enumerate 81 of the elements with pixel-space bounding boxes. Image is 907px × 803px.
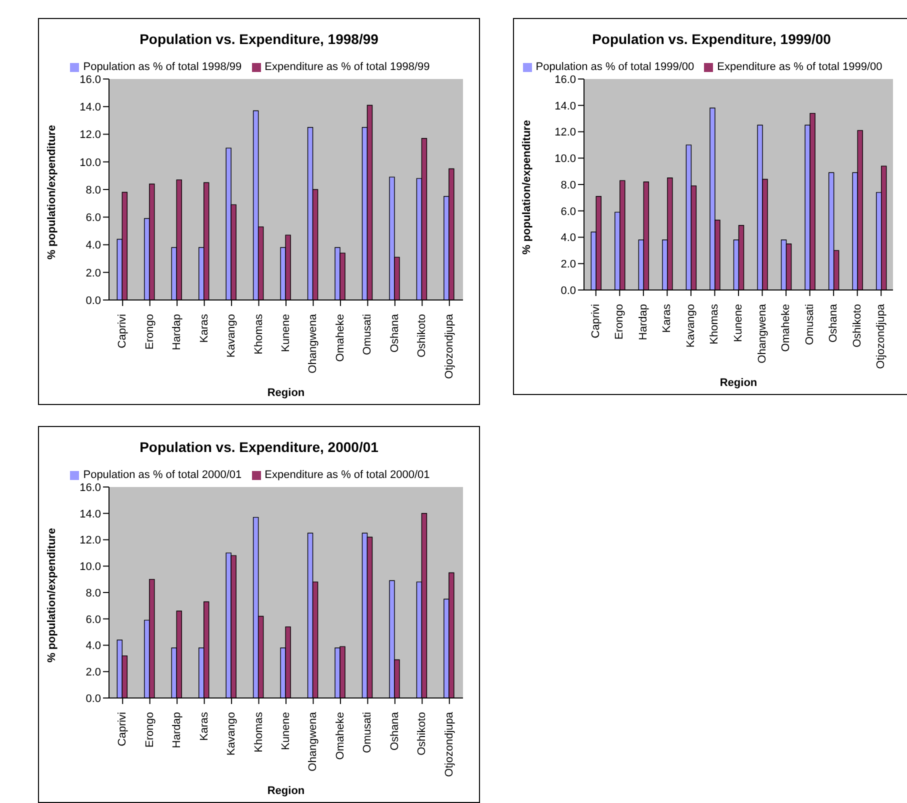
x-tick-label: Omusati: [362, 712, 374, 753]
x-tick-label: Kunene: [732, 304, 744, 342]
y-tick-label: 6.0: [86, 212, 101, 224]
x-tick-label: Kavango: [226, 712, 238, 756]
y-tick-label: 4.0: [560, 232, 576, 244]
x-tick-label: Oshikoto: [416, 712, 428, 756]
y-tick-label: 2.0: [86, 267, 101, 280]
y-tick-label: 10.0: [80, 156, 101, 169]
legend-label: Expenditure as % of total 1999/00: [717, 61, 882, 73]
y-tick-label: 8.0: [86, 184, 101, 196]
y-tick-label: 8.0: [86, 587, 101, 600]
y-tick-label: 16.0: [80, 482, 101, 494]
chart-title: Population vs. Expenditure, 2000/01: [138, 439, 380, 457]
x-tick-label: Omaheke: [334, 314, 346, 362]
y-tick-label: 8.0: [560, 179, 576, 192]
x-tick-label: Oshana: [388, 313, 401, 353]
x-tick-label: Omusati: [804, 304, 816, 345]
y-tick-label: 4.0: [86, 640, 101, 652]
y-tick-label: 6.0: [560, 206, 576, 218]
x-tick-label: Caprivi: [590, 304, 602, 338]
x-tick-label: Caprivi: [116, 712, 129, 746]
x-tick-label: Oshikoto: [416, 314, 428, 358]
x-tick-label: Erongo: [614, 304, 626, 340]
y-tick-label: 4.0: [86, 240, 101, 252]
y-tick-label: 10.0: [554, 153, 576, 166]
x-tick-label: Kunene: [280, 712, 292, 750]
legend-label: Population as % of total 2000/01: [83, 469, 242, 481]
x-tick-label: Otjozondjupa: [875, 303, 888, 369]
x-tick-label: Khomas: [708, 304, 721, 344]
x-tick-label: Erongo: [144, 314, 156, 350]
x-tick-label: Karas: [198, 314, 210, 343]
x-tick-label: Kunene: [280, 314, 292, 352]
x-tick-label: Ohangwena: [307, 711, 320, 772]
x-tick-label: Kavango: [226, 314, 238, 358]
x-axis-title: Region: [267, 387, 305, 399]
x-tick-label: Omusati: [362, 314, 374, 355]
y-tick-label: 0.0: [86, 692, 101, 705]
y-tick-label: 12.0: [80, 534, 101, 547]
x-tick-label: Kavango: [684, 304, 697, 348]
y-tick-label: 0.0: [560, 284, 576, 297]
x-tick-label: Hardap: [171, 712, 184, 748]
y-tick-label: 14.0: [554, 100, 576, 112]
x-tick-label: Oshana: [828, 303, 840, 343]
y-tick-label: 14.0: [80, 508, 101, 520]
legend-label: Population as % of total 1998/99: [83, 61, 242, 73]
x-tick-label: Otjozondjupa: [443, 711, 456, 777]
x-tick-label: Omaheke: [334, 712, 346, 760]
legend-label: Population as % of total 1999/00: [536, 61, 694, 73]
y-tick-label: 2.0: [86, 666, 101, 679]
y-tick-label: 6.0: [86, 614, 101, 626]
x-tick-label: Caprivi: [116, 314, 129, 348]
y-tick-label: 16.0: [80, 74, 101, 86]
x-axis-title: Region: [720, 377, 758, 389]
y-tick-label: 2.0: [560, 258, 576, 271]
y-tick-label: 12.0: [80, 129, 101, 142]
x-tick-label: Oshana: [388, 711, 401, 751]
chart-title: Population vs. Expenditure, 1999/00: [591, 31, 832, 49]
y-axis-title: % population/expenditure: [46, 528, 58, 662]
y-tick-label: 16.0: [554, 74, 576, 86]
x-axis-title: Region: [267, 785, 305, 797]
x-tick-label: Karas: [198, 712, 210, 741]
y-tick-label: 14.0: [80, 102, 101, 114]
x-tick-label: Oshikoto: [851, 304, 864, 348]
x-tick-label: Khomas: [252, 314, 265, 354]
y-tick-label: 12.0: [554, 126, 576, 139]
x-tick-label: Karas: [661, 304, 674, 333]
legend-label: Expenditure as % of total 1998/99: [264, 61, 430, 73]
y-tick-label: 0.0: [86, 294, 101, 307]
y-axis-title: % population/expenditure: [520, 120, 533, 254]
x-tick-label: Erongo: [144, 712, 156, 748]
y-axis-title: % population/expenditure: [46, 125, 58, 260]
y-tick-label: 10.0: [80, 561, 101, 574]
x-tick-label: Ohangwena: [756, 303, 768, 364]
legend-label: Expenditure as % of total 2000/01: [264, 469, 430, 481]
x-tick-label: Otjozondjupa: [443, 313, 456, 379]
x-tick-label: Hardap: [171, 314, 184, 350]
x-tick-label: Omaheke: [780, 304, 792, 352]
x-tick-label: Ohangwena: [307, 313, 320, 374]
x-tick-label: Hardap: [637, 304, 650, 340]
x-tick-label: Khomas: [252, 712, 265, 752]
chart-title: Population vs. Expenditure, 1998/99: [138, 31, 380, 49]
